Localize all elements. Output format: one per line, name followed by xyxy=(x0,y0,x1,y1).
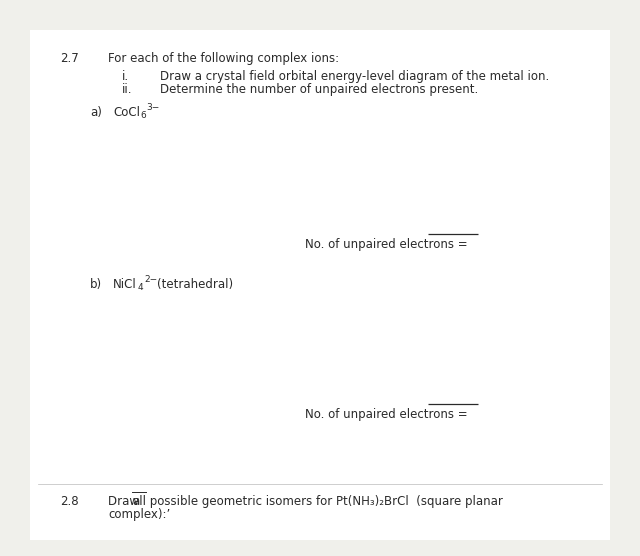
Text: 6: 6 xyxy=(140,111,146,120)
Text: 2.7: 2.7 xyxy=(60,52,79,65)
Text: Determine the number of unpaired electrons present.: Determine the number of unpaired electro… xyxy=(160,83,478,96)
Text: i.: i. xyxy=(122,70,129,83)
Text: No. of unpaired electrons =: No. of unpaired electrons = xyxy=(305,408,472,421)
Text: 2.8: 2.8 xyxy=(60,495,79,508)
Text: No. of unpaired electrons =: No. of unpaired electrons = xyxy=(305,238,472,251)
Text: b): b) xyxy=(90,278,102,291)
Text: possible geometric isomers for Pt(NH₃)₂BrCl  (square planar: possible geometric isomers for Pt(NH₃)₂B… xyxy=(146,495,503,508)
Text: 3−: 3− xyxy=(146,103,159,112)
Text: Draw: Draw xyxy=(108,495,143,508)
Text: 2−: 2− xyxy=(144,275,157,284)
Text: NiCl: NiCl xyxy=(113,278,137,291)
Text: For each of the following complex ions:: For each of the following complex ions: xyxy=(108,52,339,65)
Text: CoCl: CoCl xyxy=(113,106,140,119)
Text: a): a) xyxy=(90,106,102,119)
Text: ii.: ii. xyxy=(122,83,132,96)
Text: all: all xyxy=(132,495,146,508)
Text: complex):’: complex):’ xyxy=(108,508,170,521)
Text: 4: 4 xyxy=(138,283,143,292)
Text: (tetrahedral): (tetrahedral) xyxy=(157,278,233,291)
Text: Draw a crystal field orbital energy-level diagram of the metal ion.: Draw a crystal field orbital energy-leve… xyxy=(160,70,549,83)
